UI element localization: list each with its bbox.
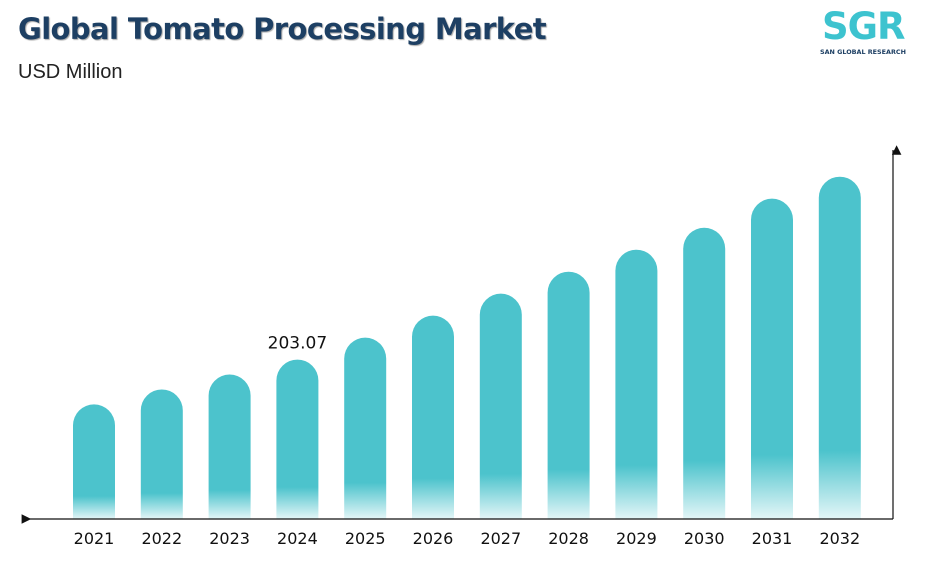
- logo-mark: SGR: [822, 5, 906, 48]
- bar-2023: [208, 374, 251, 519]
- x-tick-label: 2029: [616, 529, 657, 548]
- sgr-logo: SGR SAN GLOBAL RESEARCH: [818, 4, 918, 60]
- x-tick-labels: 2021 2022 2023 2024 2025 2026 2027 2028 2029 2030…: [74, 529, 861, 548]
- bar-2021: [73, 404, 115, 519]
- x-tick-label: 2032: [819, 529, 860, 548]
- bar-2032: [818, 176, 861, 519]
- x-tick-label: 2028: [548, 529, 589, 548]
- x-tick-label: 2027: [480, 529, 521, 548]
- x-tick-label: 2024: [277, 529, 318, 548]
- logo-tagline: SAN GLOBAL RESEARCH: [820, 48, 906, 56]
- data-label: 203.07: [268, 334, 327, 354]
- x-tick-label: 2031: [752, 529, 793, 548]
- bar-series: [73, 176, 861, 520]
- x-tick-label: 2025: [345, 529, 386, 548]
- bar-2031: [751, 198, 793, 519]
- x-tick-label: 2030: [684, 529, 725, 548]
- bar-2022: [140, 389, 183, 519]
- bar-2026: [412, 315, 454, 519]
- bar-2028: [547, 271, 590, 519]
- data-labels: 203.07: [268, 334, 327, 354]
- bar-2024: [276, 359, 319, 519]
- bar-2027: [479, 293, 522, 519]
- x-tick-label: 2026: [413, 529, 454, 548]
- bar-2025: [344, 337, 387, 519]
- bar-2030: [683, 227, 726, 520]
- x-tick-label: 2023: [209, 529, 250, 548]
- bar-2029: [615, 249, 658, 519]
- chart-title: Global Tomato Processing Market: [18, 12, 547, 46]
- chart-subtitle: USD Million: [18, 61, 123, 83]
- x-tick-label: 2021: [74, 529, 115, 548]
- x-tick-label: 2022: [141, 529, 182, 548]
